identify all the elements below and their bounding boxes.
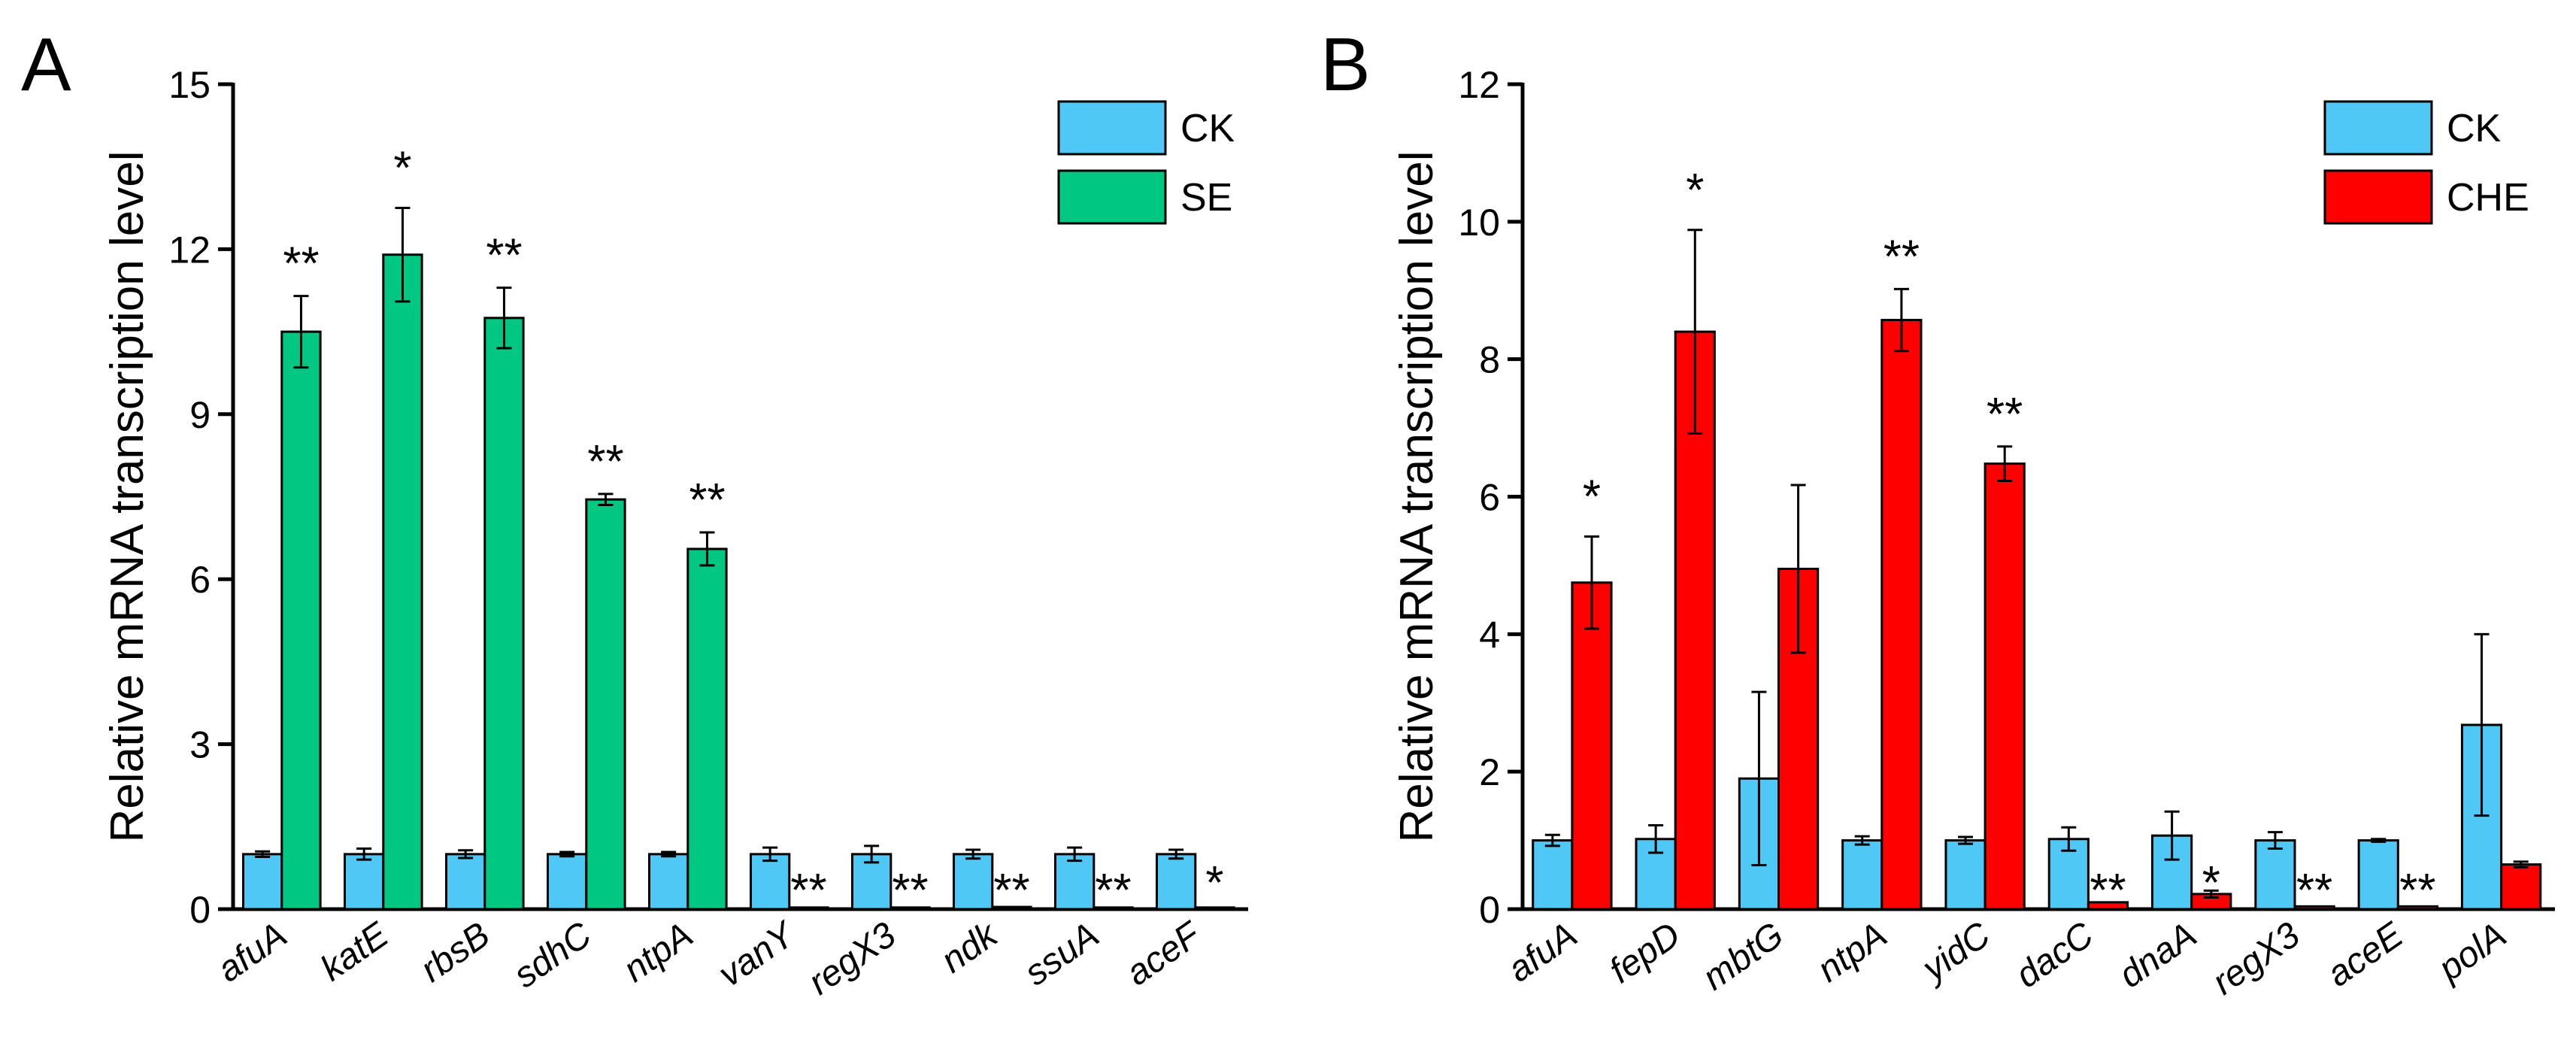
y-tick-label: 2 (1479, 751, 1500, 793)
y-tick-label: 0 (189, 889, 211, 931)
bar-ck (1841, 839, 1884, 911)
legend-swatch-se (1057, 169, 1167, 225)
legend-label-ck: CK (1180, 107, 1235, 150)
bar-se (382, 253, 423, 911)
y-tick-label: 6 (1479, 477, 1500, 519)
significance-label: ** (283, 238, 319, 290)
bar-che (2396, 905, 2438, 911)
bar-ck (750, 853, 791, 911)
significance-label: * (2202, 857, 2220, 909)
panel-letter: B (1320, 23, 1371, 107)
y-tick-label: 3 (189, 724, 211, 766)
x-tick-label: regX3 (802, 914, 904, 1002)
significance-label: ** (892, 865, 928, 917)
bar-se (483, 317, 525, 911)
x-tick-label: afuA (211, 915, 294, 990)
y-tick-label: 10 (1458, 202, 1500, 244)
bar-ck (242, 853, 283, 911)
significance-label: * (1205, 857, 1223, 909)
legend-swatch-ck (1057, 100, 1167, 156)
x-tick-label: ssuA (1017, 915, 1106, 994)
y-axis-label: Relative mRNA transcription level (102, 150, 153, 842)
bar-se (889, 906, 931, 911)
significance-label: ** (2296, 865, 2332, 917)
significance-label: ** (2090, 865, 2126, 917)
significance-label: * (1686, 165, 1704, 217)
bar-ck (445, 853, 486, 911)
significance-label: ** (689, 474, 725, 526)
x-tick-label: vanY (711, 914, 803, 995)
chart-panel-b: B Relative mRNA transcription level 0 2 4 6 8 1… (1320, 23, 2555, 1002)
significance-label: ** (587, 436, 623, 488)
legend-swatch-ck (2323, 100, 2433, 156)
bar-se (1093, 906, 1134, 911)
bar-che (2293, 905, 2335, 911)
significance-label: ** (993, 865, 1029, 917)
bar-ck (547, 853, 588, 911)
bar-se (1194, 906, 1235, 911)
x-tick-label: ndk (934, 914, 1006, 981)
x-tick-label: polA (2430, 915, 2514, 990)
y-tick-label: 6 (189, 559, 211, 601)
bar-ck (953, 853, 994, 911)
legend-label-ck: CK (2447, 107, 2502, 150)
bar-ck (1532, 839, 1574, 911)
y-axis-label: Relative mRNA transcription level (1391, 150, 1443, 842)
significance-label: ** (1884, 231, 1920, 283)
y-tick-label: 0 (1479, 889, 1500, 931)
bar-che (2500, 863, 2542, 911)
significance-label: ** (1095, 865, 1131, 917)
x-tick-label: mbtG (1696, 915, 1791, 999)
bar-se (585, 498, 626, 911)
x-tick-label: aceF (1119, 914, 1209, 993)
y-tick-label: 8 (1479, 339, 1500, 381)
y-tick-label: 12 (168, 229, 211, 271)
x-tick-label: dacC (2009, 914, 2101, 996)
legend-label-che: CHE (2447, 176, 2529, 220)
x-tick-label: dnaA (2112, 915, 2204, 996)
legend-swatch-che (2323, 169, 2433, 225)
x-tick-label: rbsB (414, 915, 497, 990)
bar-che (1571, 581, 1613, 911)
bar-ck (1156, 853, 1197, 911)
x-tick-label: ntpA (617, 915, 700, 990)
panel-letter: A (21, 23, 71, 107)
significance-label: ** (486, 230, 522, 282)
significance-label: * (393, 143, 411, 195)
x-tick-label: aceE (2320, 914, 2411, 995)
bar-se (280, 330, 322, 911)
x-tick-label: yidC (1914, 914, 1998, 990)
bar-se (788, 906, 829, 911)
bar-se (686, 547, 728, 911)
bar-ck (2357, 839, 2399, 911)
significance-label: ** (1987, 389, 2023, 441)
x-tick-label: ntpA (1811, 915, 1894, 990)
y-tick-label: 9 (189, 394, 211, 436)
bar-ck (1054, 853, 1096, 911)
y-tick-label: 15 (168, 64, 211, 106)
bar-che (2087, 901, 2129, 911)
bar-ck (2254, 839, 2296, 911)
legend-label-se: SE (1180, 176, 1232, 220)
bar-ck (344, 853, 385, 911)
significance-label: ** (2399, 865, 2435, 917)
bar-che (1984, 462, 2026, 911)
significance-label: ** (790, 865, 826, 917)
x-tick-label: katE (314, 914, 396, 989)
bar-ck (1944, 839, 1987, 911)
y-tick-label: 4 (1479, 614, 1500, 656)
bar-che (1880, 319, 1923, 911)
x-tick-label: regX3 (2205, 914, 2308, 1002)
y-tick-label: 12 (1458, 64, 1500, 106)
x-tick-label: fepD (1602, 915, 1687, 992)
bar-se (991, 905, 1032, 911)
chart-panel-a: A Relative mRNA transcription level 0 3 6 9 12… (21, 23, 1248, 1002)
x-tick-label: afuA (1501, 915, 1584, 990)
x-tick-label: sdhC (507, 914, 599, 996)
significance-label: * (1583, 471, 1601, 523)
bar-ck (648, 853, 689, 911)
